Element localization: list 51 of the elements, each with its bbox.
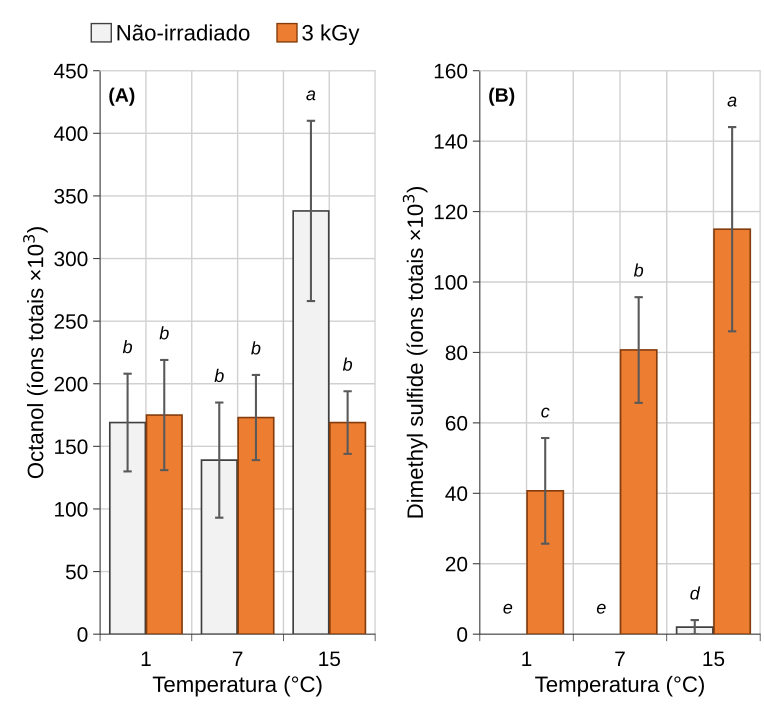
annotation: a [306,90,316,100]
y-tick-label: 50 [66,564,88,580]
x-tick-label: 7 [615,652,625,666]
annotation: c [541,408,550,418]
y-tick-label: 450 [54,64,88,78]
y-tick-label: 20 [446,556,468,572]
y-tick-label: 200 [54,376,88,392]
y-tick-label: 300 [54,252,88,266]
annotation: b [159,326,169,340]
bar [620,349,658,634]
bar [329,422,366,634]
y-tick-label: 350 [54,188,88,204]
annotation: b [122,340,132,354]
annotation: a [728,96,737,107]
y-tick-label: 100 [55,502,88,517]
annotation: (B) [489,88,514,106]
y-tick-label: 0 [457,627,468,642]
x-tick-label: 1 [522,652,532,666]
bar [713,228,752,634]
bar [526,490,564,634]
y-tick-label: 0 [78,627,88,642]
annotation: b [214,368,224,382]
y-axis-title: Dimethyl sulfide (íons totais ×10$^{3}$) [402,187,428,518]
x-axis-title: Temperatura (°C) [152,676,322,697]
legend-label: 3 kGy [302,24,360,46]
y-tick-label: 250 [54,314,88,329]
bar [237,416,275,634]
y-axis-title: Octanol (íons totais ×10$^{3}$) [23,227,48,478]
y-tick-label: 150 [55,439,88,454]
annotation: e [503,604,512,614]
annotation: b [251,341,260,355]
legend-label: Não-irradiado [118,24,250,41]
annotation: (A) [109,88,134,106]
x-tick-label: 15 [319,652,340,666]
annotation: e [596,604,606,614]
y-tick-label: 400 [54,126,88,142]
annotation: d [690,586,700,600]
y-tick-label: 140 [434,134,468,149]
x-tick-label: 1 [142,652,151,666]
x-tick-label: 15 [703,652,724,666]
bar [146,414,183,634]
y-tick-label: 40 [445,486,468,502]
x-tick-label: 7 [232,652,242,666]
y-tick-label: 60 [446,416,468,431]
y-tick-label: 160 [434,64,468,78]
y-tick-label: 120 [434,204,468,220]
x-axis-title: Temperatura (°C) [535,676,704,697]
y-tick-label: 100 [434,275,468,290]
y-tick-label: 80 [446,345,468,360]
annotation: b [342,358,352,371]
annotation: b [634,263,644,277]
